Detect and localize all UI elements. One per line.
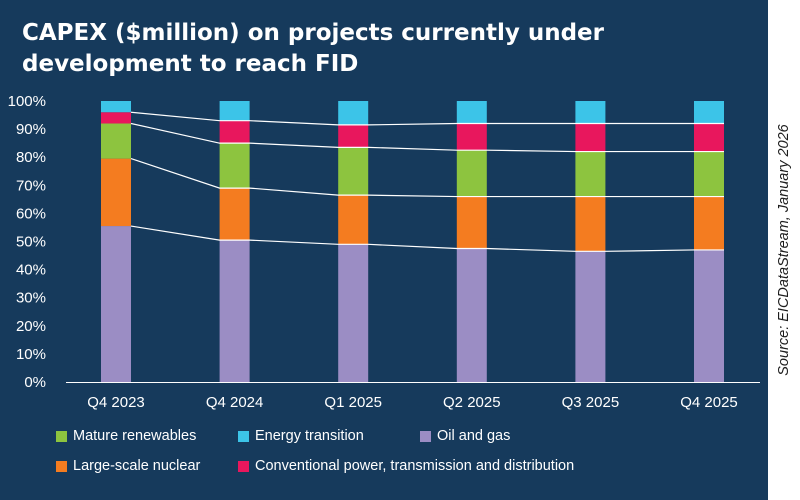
y-tick-label: 80% — [16, 149, 46, 166]
chart-title: CAPEX ($million) on projects currently u… — [22, 20, 604, 77]
legend-label: Conventional power, transmission and dis… — [255, 458, 575, 474]
bar-segment-large-scale-nuclear — [575, 196, 606, 252]
legend-swatch-mature-renewables — [56, 430, 67, 442]
bar-segment-energy-transition — [101, 101, 131, 113]
bar-segment-conventional-power-transmission-and-distribution — [694, 123, 724, 152]
connector-line — [130, 122, 724, 153]
y-tick-label: 100% — [8, 93, 46, 110]
stacked-bar-chart: 0% 10% 20% 30% 40% 50% 60% 70% 80% 90% 100% Q4 2023… — [8, 93, 760, 411]
bar-segment-oil-and-gas — [456, 248, 487, 382]
x-tick-label: Q1 2025 — [324, 394, 382, 411]
bar-segment-oil-and-gas — [694, 249, 724, 382]
legend-label: Energy transition — [255, 428, 364, 444]
bar-segment-energy-transition — [456, 101, 487, 124]
bar-segment-large-scale-nuclear — [694, 196, 724, 250]
bar-segment-mature-renewables — [338, 147, 369, 196]
legend-item-oil-and-gas: Oil and gas — [420, 428, 510, 444]
bar-segment-energy-transition — [338, 101, 369, 125]
connector-line — [130, 225, 724, 252]
legend-swatch-energy-transition — [238, 430, 249, 442]
bar-segment-mature-renewables — [694, 151, 724, 197]
bar-segment-conventional-power-transmission-and-distribution — [219, 120, 250, 144]
y-tick-label: 40% — [16, 262, 46, 279]
legend-swatch-oil-and-gas — [420, 430, 431, 442]
bar-segment-oil-and-gas — [101, 226, 131, 382]
y-tick-label: 20% — [16, 318, 46, 335]
source-note: Source: EICDataStream, January 2026 — [776, 124, 792, 376]
bar-segment-oil-and-gas — [338, 244, 369, 382]
x-tick-label: Q2 2025 — [443, 394, 501, 411]
legend-swatch-conventional-power — [238, 460, 249, 472]
bar-segment-energy-transition — [694, 101, 724, 124]
y-tick-label: 30% — [16, 290, 46, 307]
bar-segment-conventional-power-transmission-and-distribution — [338, 124, 369, 148]
x-tick-label: Q4 2025 — [680, 394, 738, 411]
bar-segment-mature-renewables — [456, 150, 487, 197]
connector-line — [130, 111, 724, 126]
bar-segment-conventional-power-transmission-and-distribution — [456, 123, 487, 151]
bar-segment-large-scale-nuclear — [219, 188, 250, 241]
bar-segment-large-scale-nuclear — [456, 196, 487, 249]
bar-segment-energy-transition — [219, 101, 250, 121]
y-tick-label: 60% — [16, 205, 46, 222]
legend-swatch-large-scale-nuclear — [56, 460, 67, 472]
x-tick-label: Q4 2023 — [87, 394, 145, 411]
legend-label: Mature renewables — [73, 428, 197, 444]
bar-segment-energy-transition — [575, 101, 606, 124]
bar-segment-oil-and-gas — [219, 240, 250, 382]
legend-label: Large-scale nuclear — [73, 458, 201, 474]
bar-segment-mature-renewables — [219, 143, 250, 189]
bar-segment-large-scale-nuclear — [338, 195, 369, 245]
y-tick-label: 0% — [24, 374, 46, 391]
y-tick-label: 50% — [16, 234, 46, 251]
legend-item-conventional-power: Conventional power, transmission and dis… — [238, 458, 574, 474]
y-tick-label: 10% — [16, 346, 46, 363]
legend-item-mature-renewables: Mature renewables — [56, 428, 196, 444]
chart-legend: Mature renewables Energy transition Oil … — [56, 426, 756, 482]
y-tick-label: 90% — [16, 121, 46, 138]
x-tick-label: Q3 2025 — [562, 394, 620, 411]
connector-line — [130, 158, 724, 198]
bar-segment-conventional-power-transmission-and-distribution — [575, 123, 606, 152]
bar-segment-large-scale-nuclear — [101, 158, 131, 227]
bar-segment-mature-renewables — [101, 123, 131, 159]
bar-segment-mature-renewables — [575, 151, 606, 197]
legend-item-energy-transition: Energy transition — [238, 428, 364, 444]
y-tick-label: 70% — [16, 177, 46, 194]
legend-label: Oil and gas — [437, 428, 511, 444]
x-tick-label: Q4 2024 — [206, 394, 264, 411]
legend-item-large-scale-nuclear: Large-scale nuclear — [56, 458, 200, 474]
bar-segment-conventional-power-transmission-and-distribution — [101, 112, 131, 124]
bar-segment-oil-and-gas — [575, 251, 606, 382]
